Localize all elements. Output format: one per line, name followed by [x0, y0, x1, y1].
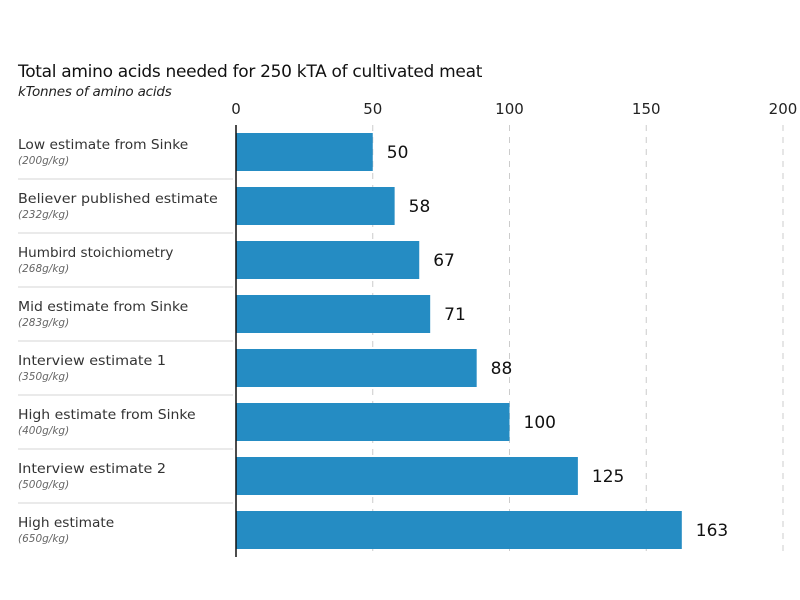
x-tick-label: 200 — [769, 100, 798, 118]
x-tick-label: 150 — [632, 100, 661, 118]
category-label: Humbird stoichiometry — [18, 245, 173, 261]
data-label: 163 — [696, 521, 728, 541]
bar — [236, 187, 395, 225]
bar — [236, 241, 420, 279]
category-sublabel: (650g/kg) — [18, 533, 69, 545]
category-sublabel: (232g/kg) — [18, 209, 69, 221]
data-label: 50 — [387, 143, 409, 163]
x-tick-label: 0 — [231, 100, 241, 118]
data-label: 71 — [444, 305, 466, 325]
bar — [236, 295, 431, 333]
category-label: Believer published estimate — [18, 191, 218, 207]
category-sublabel: (200g/kg) — [18, 155, 69, 167]
data-label: 125 — [592, 467, 624, 487]
category-sublabel: (283g/kg) — [18, 317, 69, 329]
chart-title: Total amino acids needed for 250 kTA of … — [18, 62, 483, 82]
data-label: 88 — [491, 359, 513, 379]
category-label: High estimate from Sinke — [18, 407, 196, 423]
bar — [236, 403, 510, 441]
bar — [236, 511, 682, 549]
category-sublabel: (500g/kg) — [18, 479, 69, 491]
bar — [236, 457, 578, 495]
category-label: Interview estimate 2 — [18, 461, 166, 477]
data-label: 67 — [433, 251, 455, 271]
chart-subtitle: kTonnes of amino acids — [18, 84, 172, 100]
bar — [236, 349, 477, 387]
category-sublabel: (268g/kg) — [18, 263, 69, 275]
x-tick-label: 100 — [495, 100, 524, 118]
category-label: High estimate — [18, 515, 114, 531]
category-label: Mid estimate from Sinke — [18, 299, 188, 315]
data-label: 100 — [524, 413, 556, 433]
category-label: Interview estimate 1 — [18, 353, 166, 369]
category-sublabel: (350g/kg) — [18, 371, 69, 383]
category-sublabel: (400g/kg) — [18, 425, 69, 437]
category-label: Low estimate from Sinke — [18, 137, 188, 153]
bar — [236, 133, 373, 171]
data-label: 58 — [409, 197, 431, 217]
x-tick-label: 50 — [363, 100, 382, 118]
